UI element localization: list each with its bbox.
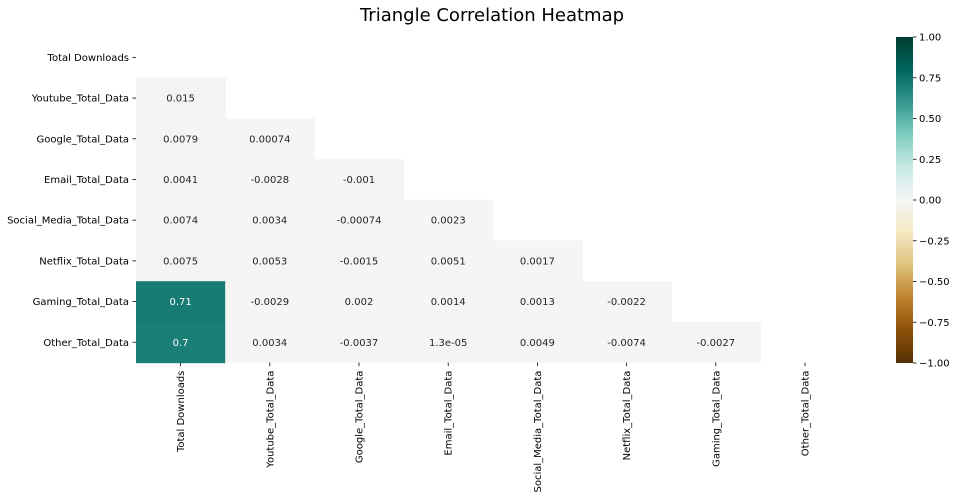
cell-annotation: 0.71 [169, 297, 191, 308]
cell-annotation: 0.0049 [520, 338, 555, 349]
x-tick-label: Google_Total_Data [355, 371, 366, 464]
cell-annotation: 0.0074 [163, 216, 198, 227]
heatmap-cell [314, 321, 405, 364]
cell-annotation: -0.0027 [696, 338, 735, 349]
heatmap-cell [136, 240, 226, 282]
heatmap-cell [492, 240, 583, 282]
chart-title: Triangle Correlation Heatmap [359, 5, 624, 26]
heatmap-cell [492, 281, 583, 323]
colorbar-gradient [896, 37, 913, 363]
cell-annotation: 0.0053 [252, 256, 287, 267]
heatmap-cell [582, 321, 672, 364]
heatmap-cell [314, 199, 405, 242]
cell-annotation: -0.00074 [337, 216, 382, 227]
x-tick-label: Youtube_Total_Data [265, 371, 276, 469]
heatmap-cell [225, 118, 315, 160]
x-tick-label: Netflix_Total_Data [622, 371, 633, 461]
heatmap-cell [403, 199, 494, 242]
x-tick-label: Social_Media_Total_Data [533, 371, 544, 493]
heatmap-cell [403, 281, 494, 323]
heatmap-cell [582, 281, 672, 323]
cell-annotation: -0.0022 [607, 297, 646, 308]
cell-annotation: 0.0079 [163, 134, 198, 145]
heatmap-cell [314, 281, 405, 323]
x-tick-label: Total Downloads [176, 371, 187, 453]
colorbar-tick-label: 1.00 [919, 33, 941, 44]
heatmap-cell [225, 281, 315, 323]
heatmap-cell [136, 118, 226, 160]
y-tick-label: Total Downloads [47, 53, 129, 64]
cell-annotation: 0.7 [173, 338, 189, 349]
heatmap-cell [403, 321, 494, 364]
cell-annotation: 0.0013 [520, 297, 555, 308]
heatmap-cell [314, 240, 405, 282]
colorbar: 1.00 0.75 0.50 0.25 0.00 −0.25 −0.50 −0.75 −1.00 [896, 33, 950, 370]
cell-annotation: 0.0041 [163, 175, 198, 186]
cell-annotation: -0.0015 [340, 256, 379, 267]
heatmap-cell [225, 159, 315, 201]
cell-annotation: -0.0037 [340, 338, 379, 349]
y-tick-label: Google_Total_Data [37, 134, 130, 145]
colorbar-tick-label: 0.00 [919, 196, 941, 207]
colorbar-tick-label: −0.25 [919, 236, 950, 247]
y-tick-label: Social_Media_Total_Data [7, 216, 129, 227]
heatmap-cell [671, 321, 761, 364]
y-tick-label: Gaming_Total_Data [33, 297, 129, 308]
heatmap-cell [136, 77, 226, 119]
cell-annotation: 0.002 [345, 297, 374, 308]
colorbar-tick-label: 0.75 [919, 73, 941, 84]
cell-annotation: 0.0034 [252, 338, 287, 349]
cell-annotation: -0.0029 [250, 297, 289, 308]
y-tick-label: Youtube_Total_Data [31, 94, 129, 105]
cell-annotation: 0.0017 [520, 256, 555, 267]
cell-annotation: -0.0074 [607, 338, 646, 349]
x-axis-tick-labels: Total Downloads Youtube_Total_Data Google_… [176, 362, 812, 493]
heatmap-cell [314, 159, 405, 201]
colorbar-tick-label: −0.50 [919, 277, 950, 288]
cell-annotation: -0.0028 [250, 175, 289, 186]
cell-annotation: 0.0075 [163, 256, 198, 267]
cell-annotation: 0.0051 [431, 256, 466, 267]
heatmap-cell [136, 321, 226, 364]
heatmap-cell [136, 199, 226, 242]
x-tick-label: Gaming_Total_Data [711, 371, 722, 467]
cell-annotation: 0.0023 [431, 216, 466, 227]
cell-annotation: -0.001 [343, 175, 375, 186]
cell-annotation: 0.00074 [249, 134, 290, 145]
heatmap-cell [225, 199, 315, 242]
heatmap-cells: 0.015 0.0079 0.00074 0.0041 -0.0028 -0.001 0.0… [136, 77, 761, 364]
heatmap-cell [403, 240, 494, 282]
heatmap-cell [136, 281, 226, 323]
heatmap-cell [492, 321, 583, 364]
y-tick-label: Other_Total_Data [43, 338, 129, 349]
colorbar-tick-label: 0.50 [919, 114, 941, 125]
y-tick-label: Netflix_Total_Data [39, 256, 129, 267]
y-axis-tick-labels: Total Downloads Youtube_Total_Data Google_… [7, 53, 136, 349]
colorbar-tick-label: −1.00 [919, 359, 950, 370]
cell-annotation: 0.0034 [252, 216, 287, 227]
heatmap-cell [225, 240, 315, 282]
cell-annotation: 0.015 [166, 94, 195, 105]
colorbar-tick-label: −0.75 [919, 318, 950, 329]
y-tick-label: Email_Total_Data [44, 175, 129, 186]
x-tick-label: Other_Total_Data [801, 371, 812, 457]
x-tick-label: Email_Total_Data [444, 371, 455, 456]
cell-annotation: 1.3e-05 [429, 338, 467, 349]
cell-annotation: 0.0014 [431, 297, 466, 308]
colorbar-tick-label: 0.25 [919, 155, 941, 166]
heatmap-cell [225, 321, 315, 364]
heatmap-cell [136, 159, 226, 201]
